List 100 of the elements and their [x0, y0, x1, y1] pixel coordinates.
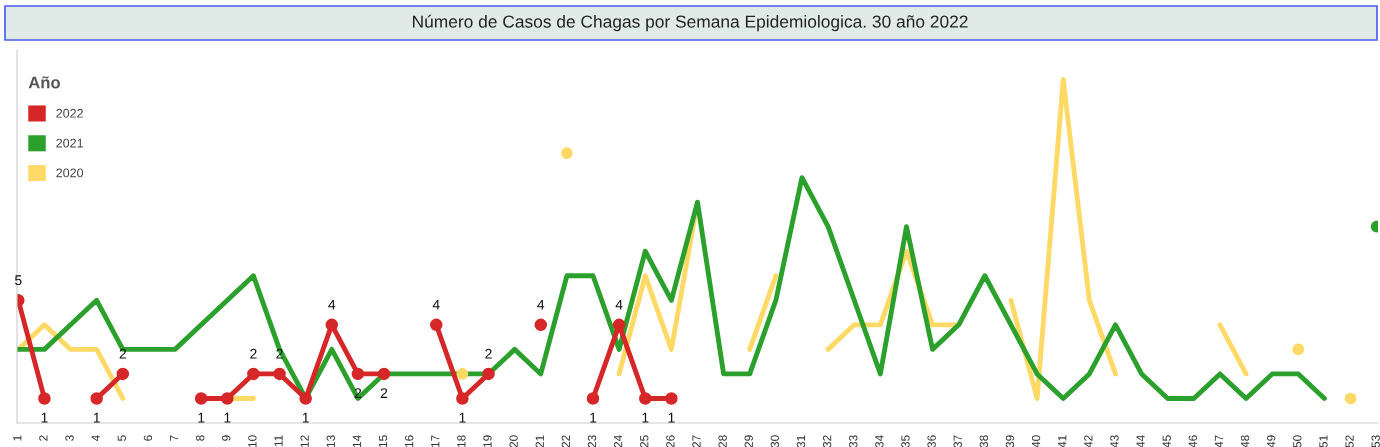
x-tick-label: 33: [849, 435, 858, 447]
x-tick-label: 35: [901, 435, 910, 447]
point: [430, 318, 443, 332]
data-label: 2: [250, 348, 257, 359]
point: [586, 392, 600, 405]
x-tick-label: 46: [1188, 435, 1197, 447]
x-tick-label: 37: [953, 435, 962, 447]
point: [612, 318, 626, 332]
legend-label: 2020: [56, 168, 84, 178]
x-tick-label: 53: [1371, 435, 1380, 447]
point: [38, 392, 51, 405]
x-tick-label: 21: [535, 435, 544, 447]
x-tick-label: 17: [431, 435, 440, 447]
x-tick-label: 42: [1084, 435, 1093, 447]
point: [561, 147, 573, 159]
x-tick-label: 40: [1031, 435, 1041, 447]
x-tick-label: 11: [274, 435, 283, 447]
x-tick-label: 19: [483, 435, 492, 447]
x-tick-label: 49: [1267, 435, 1276, 447]
point: [247, 367, 260, 381]
x-tick-label: 13: [326, 435, 335, 447]
x-tick-label: 50: [1293, 435, 1302, 447]
x-tick-label: 16: [404, 435, 414, 447]
data-label: 4: [537, 299, 545, 310]
x-tick-label: 12: [300, 435, 309, 447]
data-label: 2: [119, 348, 126, 359]
x-tick-label: 25: [640, 435, 649, 447]
x-tick-label: 38: [979, 435, 989, 447]
x-tick-label: 2: [39, 435, 48, 441]
x-tick-label: 18: [457, 435, 466, 447]
x-tick-label: 31: [796, 435, 806, 447]
data-label: 2: [485, 348, 492, 359]
point: [1344, 392, 1357, 405]
x-tick-label: 5: [117, 435, 126, 441]
point: [1292, 343, 1305, 356]
x-tick-label: 47: [1214, 435, 1224, 447]
data-label: 2: [380, 388, 388, 398]
x-tick-label: 23: [587, 435, 597, 447]
x-tick-label: 1: [13, 435, 22, 441]
x-tick-label: 51: [1319, 435, 1328, 447]
x-tick-label: 20: [509, 435, 518, 447]
x-tick-label: 45: [1162, 435, 1171, 447]
point: [90, 392, 103, 405]
point: [299, 392, 312, 405]
x-tick-label: 48: [1240, 435, 1250, 447]
data-label: 1: [41, 412, 48, 423]
data-label: 4: [615, 299, 623, 310]
x-tick-label: 43: [1110, 435, 1119, 447]
x-tick-label: 28: [718, 435, 727, 447]
x-tick-label: 15: [378, 435, 388, 447]
point: [639, 392, 652, 405]
x-tick-label: 36: [927, 435, 936, 447]
x-tick-label: 24: [613, 435, 623, 447]
point: [273, 367, 286, 381]
point: [377, 367, 391, 381]
x-tick-label: 8: [195, 435, 205, 441]
data-label: 1: [224, 412, 231, 423]
x-tick-label: 29: [744, 435, 753, 447]
x-tick-label: 4: [91, 435, 100, 442]
x-tick-label: 30: [770, 435, 780, 447]
data-label: 4: [328, 299, 336, 310]
data-label: 4: [432, 299, 440, 310]
x-tick-label: 7: [169, 435, 179, 441]
data-label: 5: [15, 275, 22, 286]
x-tick-label: 3: [65, 435, 74, 441]
point: [351, 367, 365, 381]
x-tick-label: 14: [352, 435, 361, 447]
point: [456, 368, 469, 380]
x-tick-label: 22: [561, 435, 570, 447]
x-tick-label: 26: [666, 435, 675, 447]
x-tick-label: 41: [1058, 435, 1067, 447]
x-tick-label: 6: [143, 435, 153, 441]
point: [116, 367, 130, 381]
point: [194, 392, 208, 405]
chart-title: Número de Casos de Chagas por Semana Epidemiologica. 30 año 2022: [413, 14, 968, 32]
legend-label: 2022: [56, 108, 83, 118]
data-label: 1: [590, 412, 597, 423]
legend-title: Año: [28, 76, 60, 89]
x-tick-label: 9: [222, 435, 231, 441]
point: [482, 367, 495, 381]
point: [325, 318, 339, 332]
x-tick-label: 39: [1005, 435, 1015, 447]
point: [534, 318, 548, 332]
x-tick-label: 34: [875, 435, 884, 447]
legend-label: 2021: [56, 138, 83, 148]
data-label: 1: [93, 412, 100, 423]
data-label: 1: [668, 412, 675, 423]
x-tick-label: 52: [1345, 435, 1354, 447]
data-label: 1: [459, 412, 466, 423]
data-label: 1: [198, 412, 205, 423]
x-tick-label: 27: [692, 435, 701, 447]
point: [456, 392, 469, 405]
point: [665, 392, 678, 405]
data-label: 1: [302, 412, 309, 423]
x-tick-label: 44: [1136, 435, 1145, 447]
data-label: 1: [642, 412, 649, 423]
x-tick-label: 32: [822, 435, 832, 447]
data-label: 2: [354, 388, 362, 398]
x-tick-label: 10: [248, 435, 257, 447]
point: [221, 392, 234, 405]
